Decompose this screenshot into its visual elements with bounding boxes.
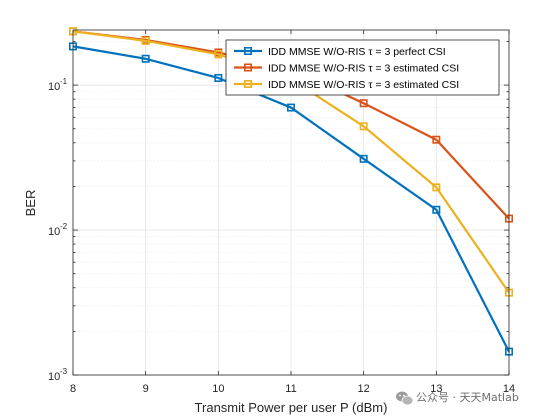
y-tick-labels: 10-310-210-1 [48,77,68,383]
data-point-marker [141,54,150,63]
x-tick-label: 12 [358,383,370,395]
legend-swatch-marker [244,63,253,72]
legend-swatch-marker [244,46,253,55]
data-point-marker [359,122,368,131]
wechat-icon [396,391,414,406]
legend-box [225,39,500,96]
data-point-marker [359,154,368,163]
data-point-marker [214,73,223,82]
data-point-marker [286,103,295,112]
watermark: 公众号 · 天天Matlab [396,391,519,406]
data-point-marker [432,183,441,192]
legend-entry-label: IDD MMSE W/O-RIS τ = 3 perfect CSI [268,46,446,58]
data-point-marker [214,50,223,59]
y-tick-label: 10 -2 [48,222,68,238]
x-tick-labels: 8 9 10 11 12 13 14 [70,383,515,395]
watermark-text: 公众号 · 天天Matlab [416,391,519,404]
y-tick-label: 10 -3 [48,367,68,383]
x-tick-label: 14 [503,383,515,395]
data-point-marker [432,135,441,144]
y-tick-exponent: -2 [60,222,68,231]
legend-entry-label: IDD MMSE W/O-RIS τ = 3 estimated CSI [268,63,459,75]
y-axis-label: BER [23,190,38,217]
x-tick-label: 8 [70,383,76,395]
y-tick-base: 10 [48,371,60,383]
x-tick-label: 9 [143,383,149,395]
y-tick-base: 10 [48,81,60,93]
x-tick-label: 11 [285,383,296,395]
data-point-marker [432,205,441,214]
y-tick-label: 10 -1 [48,77,68,93]
y-tick-exponent: -1 [60,77,68,86]
y-tick-base: 10 [48,226,60,238]
legend: IDD MMSE W/O-RIS τ = 3 perfect CSI IDD MM… [225,39,500,96]
legend-entry-label: IDD MMSE W/O-RIS τ = 3 estimated CSI [268,79,459,91]
ticks [72,30,510,376]
y-tick-exponent: -3 [60,367,68,376]
series-line [72,45,510,353]
data-point-marker [359,99,368,108]
x-axis-label: Transmit Power per user P (dBm) [195,400,388,415]
x-tick-label: 10 [212,383,224,395]
x-tick-label: 13 [430,383,442,395]
data-point-marker [141,36,150,45]
legend-swatch-marker [244,80,253,89]
